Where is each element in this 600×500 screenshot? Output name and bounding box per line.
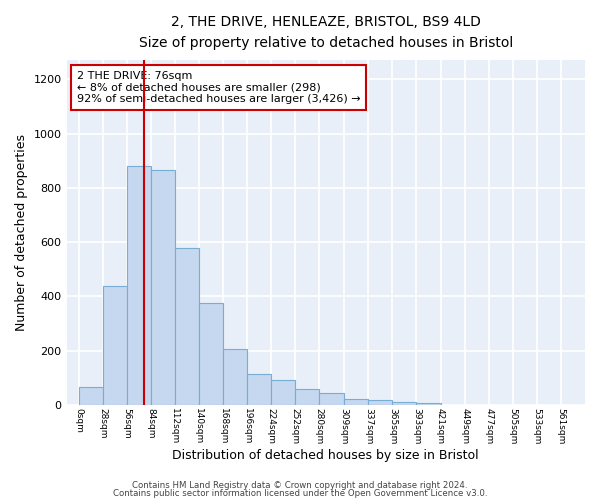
Y-axis label: Number of detached properties: Number of detached properties (15, 134, 28, 331)
Bar (416, 402, 440, 405)
Bar (271, 380, 295, 405)
Bar (392, 402, 416, 405)
Bar (127, 166, 151, 405)
Bar (344, 399, 368, 405)
Bar (103, 286, 127, 405)
Bar (79, 387, 103, 405)
Bar (223, 349, 247, 405)
X-axis label: Distribution of detached houses by size in Bristol: Distribution of detached houses by size … (172, 450, 479, 462)
Text: Contains public sector information licensed under the Open Government Licence v3: Contains public sector information licen… (113, 489, 487, 498)
Bar (175, 248, 199, 405)
Bar (151, 170, 175, 405)
Bar (247, 374, 271, 405)
Text: 2 THE DRIVE: 76sqm
← 8% of detached houses are smaller (298)
92% of semi-detache: 2 THE DRIVE: 76sqm ← 8% of detached hous… (77, 71, 361, 104)
Title: 2, THE DRIVE, HENLEAZE, BRISTOL, BS9 4LD
Size of property relative to detached h: 2, THE DRIVE, HENLEAZE, BRISTOL, BS9 4LD… (139, 15, 513, 50)
Bar (199, 303, 223, 405)
Bar (319, 392, 344, 405)
Bar (295, 390, 319, 405)
Bar (368, 400, 392, 405)
Text: Contains HM Land Registry data © Crown copyright and database right 2024.: Contains HM Land Registry data © Crown c… (132, 480, 468, 490)
